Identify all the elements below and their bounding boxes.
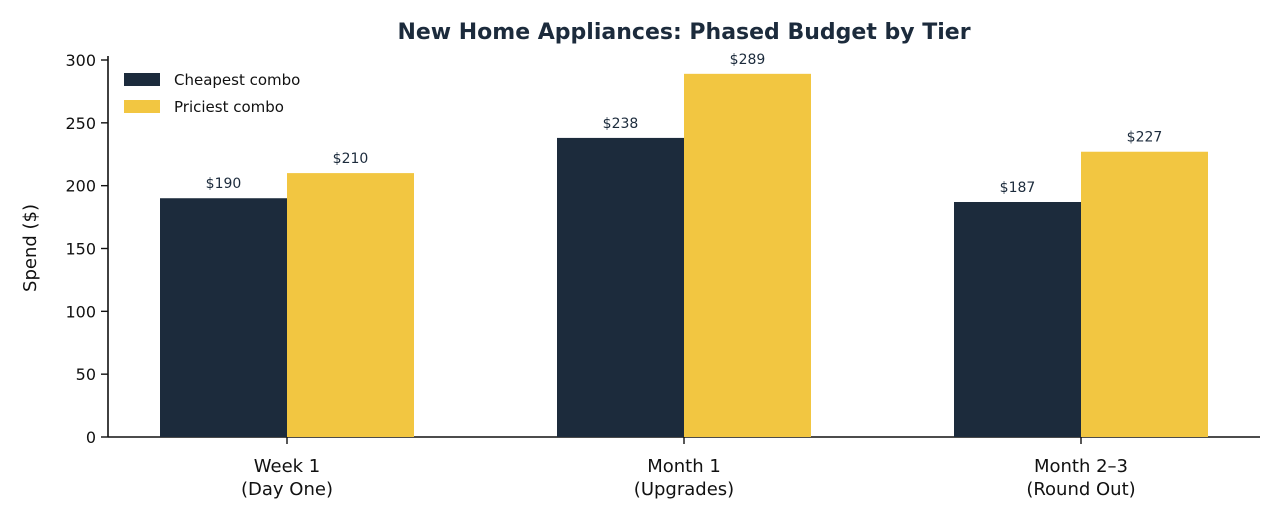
bar	[160, 198, 287, 437]
y-tick-label: 250	[65, 114, 96, 133]
bar	[287, 173, 414, 437]
legend-label: Priciest combo	[174, 98, 284, 116]
legend: Cheapest combo Priciest combo	[124, 71, 300, 116]
x-tick-label: (Day One)	[241, 479, 333, 500]
data-label: $190	[206, 176, 242, 192]
chart-title: New Home Appliances: Phased Budget by Ti…	[397, 20, 970, 45]
bar	[684, 73, 811, 437]
data-label: $227	[1127, 130, 1163, 146]
legend-swatch	[124, 100, 160, 113]
legend-label: Cheapest combo	[174, 71, 300, 89]
data-label: $210	[333, 151, 369, 167]
y-tick-label: 50	[76, 365, 96, 384]
x-tick-label: Month 2–3	[1034, 456, 1128, 477]
data-label: $187	[1000, 180, 1036, 196]
x-tick-label: Month 1	[647, 456, 721, 477]
data-label: $289	[730, 52, 766, 68]
x-tick-label: Week 1	[254, 456, 321, 477]
y-axis-label: Spend ($)	[20, 204, 41, 292]
bar	[1081, 151, 1208, 437]
y-tick-label: 0	[86, 428, 96, 447]
y-tick-label: 200	[65, 177, 96, 196]
plot-area: 0 50 100 150 200 250 300 $190 $210 Week 1(Day One…	[65, 51, 1260, 500]
legend-swatch	[124, 73, 160, 86]
y-tick-label: 150	[65, 240, 96, 259]
y-tick-label: 100	[65, 302, 96, 321]
bar	[954, 202, 1081, 437]
bar	[557, 137, 684, 437]
data-label: $238	[603, 116, 639, 132]
y-tick-label: 300	[65, 51, 96, 70]
x-tick-label: (Round Out)	[1026, 479, 1135, 500]
x-tick-label: (Upgrades)	[634, 479, 734, 500]
